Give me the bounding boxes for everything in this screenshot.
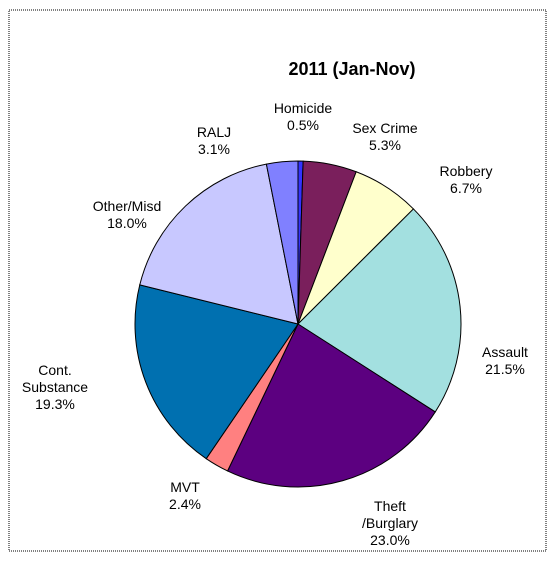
slice-value-label: 6.7% bbox=[450, 180, 482, 196]
slice-category-label: Assault bbox=[482, 344, 528, 360]
slice-value-label: 2.4% bbox=[169, 496, 201, 512]
pie-slice-ralj bbox=[265, 160, 299, 325]
slice-category-label: Homicide bbox=[274, 100, 333, 116]
slice-category-label: Cont. bbox=[38, 362, 71, 378]
slice-category-label: Sex Crime bbox=[352, 120, 418, 136]
slice-category-label: Other/Misd bbox=[93, 198, 161, 214]
slice-label-ralj: RALJ 3.1% bbox=[197, 124, 231, 157]
slice-category-label: Theft bbox=[374, 498, 406, 514]
slice-label-sex-crime: Sex Crime 5.3% bbox=[352, 120, 418, 153]
slice-value-label: 18.0% bbox=[107, 215, 147, 231]
slice-label-homicide: Homicide 0.5% bbox=[274, 100, 333, 133]
chart-frame bbox=[8, 9, 547, 552]
slice-value-label: 21.5% bbox=[485, 361, 525, 377]
pie-slice-theft-burglary bbox=[226, 323, 436, 488]
pie-slice-cont-substance bbox=[134, 284, 299, 460]
pie-labels: Homicide 0.5% Sex Crime 5.3% Robbery 6.7% Assa… bbox=[22, 100, 528, 548]
slice-value-label: 19.3% bbox=[35, 396, 75, 412]
slice-category-label: MVT bbox=[170, 479, 200, 495]
slice-category-label: Robbery bbox=[440, 163, 493, 179]
pie-slices bbox=[134, 160, 462, 488]
slice-category-label: Substance bbox=[22, 379, 88, 395]
slice-label-theft-burglary: Theft/Burglary 23.0% bbox=[362, 498, 418, 548]
slice-value-label: 5.3% bbox=[369, 137, 401, 153]
slice-label-other-misd: Other/Misd 18.0% bbox=[93, 198, 161, 231]
slice-value-label: 23.0% bbox=[370, 532, 410, 548]
slice-label-mvt: MVT 2.4% bbox=[169, 479, 201, 512]
slice-label-assault: Assault 21.5% bbox=[482, 344, 528, 377]
pie-slice-other-misd bbox=[139, 163, 299, 325]
chart-title: 2011 (Jan-Nov) bbox=[288, 59, 415, 79]
pie-slice-assault bbox=[297, 208, 462, 413]
slice-label-robbery: Robbery 6.7% bbox=[440, 163, 493, 196]
slice-category-label: /Burglary bbox=[362, 515, 418, 531]
slice-value-label: 3.1% bbox=[198, 141, 230, 157]
slice-value-label: 0.5% bbox=[287, 117, 319, 133]
slice-category-label: RALJ bbox=[197, 124, 231, 140]
slice-label-cont-substance: Cont. Substance 19.3% bbox=[22, 362, 88, 412]
